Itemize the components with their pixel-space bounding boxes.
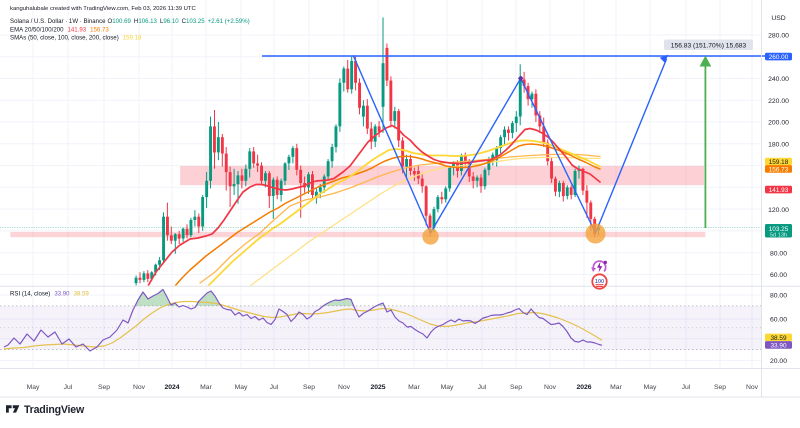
svg-text:SMAs (50, close, 100, close, 2: SMAs (50, close, 100, close, 200, close)… — [10, 35, 142, 42]
svg-text:TradingView: TradingView — [24, 404, 85, 416]
svg-text:May: May — [644, 384, 657, 391]
svg-text:33.90: 33.90 — [771, 342, 787, 349]
svg-text:kanguhalubale created with Tra: kanguhalubale created with TradingView.c… — [10, 6, 197, 12]
svg-text:156.73: 156.73 — [769, 166, 789, 173]
svg-text:60.00: 60.00 — [770, 272, 787, 279]
svg-text:141.93: 141.93 — [769, 187, 789, 194]
svg-text:2026: 2026 — [576, 384, 591, 391]
svg-text:220.00: 220.00 — [768, 98, 789, 105]
svg-text:May: May — [235, 384, 248, 391]
svg-text:200.00: 200.00 — [768, 120, 789, 127]
svg-text:2024: 2024 — [164, 384, 179, 391]
svg-text:240.00: 240.00 — [768, 76, 789, 83]
svg-text:80.00: 80.00 — [770, 293, 787, 300]
svg-text:Jul: Jul — [682, 384, 691, 391]
svg-text:120.00: 120.00 — [768, 207, 789, 214]
svg-text:Nov: Nov — [338, 384, 351, 391]
svg-text:Mar: Mar — [200, 384, 212, 391]
svg-text:2025: 2025 — [370, 384, 385, 391]
svg-text:60.00: 60.00 — [770, 317, 787, 324]
svg-text:80.00: 80.00 — [770, 250, 787, 257]
svg-text:USD: USD — [771, 15, 785, 22]
svg-text:260.00: 260.00 — [769, 54, 789, 61]
svg-text:Sep: Sep — [714, 384, 726, 391]
svg-text:156.83 (151.70%) 15,683: 156.83 (151.70%) 15,683 — [671, 42, 747, 49]
svg-text:Nov: Nov — [544, 384, 557, 391]
svg-text:May: May — [27, 384, 40, 391]
svg-text:Sep: Sep — [303, 384, 315, 391]
svg-text:Nov: Nov — [133, 384, 146, 391]
svg-text:May: May — [441, 384, 454, 391]
svg-text:159.18: 159.18 — [769, 159, 789, 166]
svg-text:Solana / U.S. Dollar · 1W · Bi: Solana / U.S. Dollar · 1W · BinanceO100.… — [10, 18, 250, 25]
svg-text:Mar: Mar — [408, 384, 420, 391]
svg-text:Jul: Jul — [64, 384, 73, 391]
svg-text:Mar: Mar — [610, 384, 622, 391]
svg-text:280.00: 280.00 — [768, 33, 789, 40]
svg-text:Sep: Sep — [510, 384, 522, 391]
svg-text:5d 13h: 5d 13h — [770, 233, 787, 239]
svg-text:180.00: 180.00 — [768, 142, 789, 149]
svg-text:20.00: 20.00 — [770, 358, 787, 365]
svg-text:Jul: Jul — [270, 384, 279, 391]
svg-text:Sep: Sep — [98, 384, 110, 391]
svg-text:38.59: 38.59 — [771, 335, 787, 342]
svg-text:Jul: Jul — [478, 384, 487, 391]
svg-text:Nov: Nov — [746, 384, 759, 391]
